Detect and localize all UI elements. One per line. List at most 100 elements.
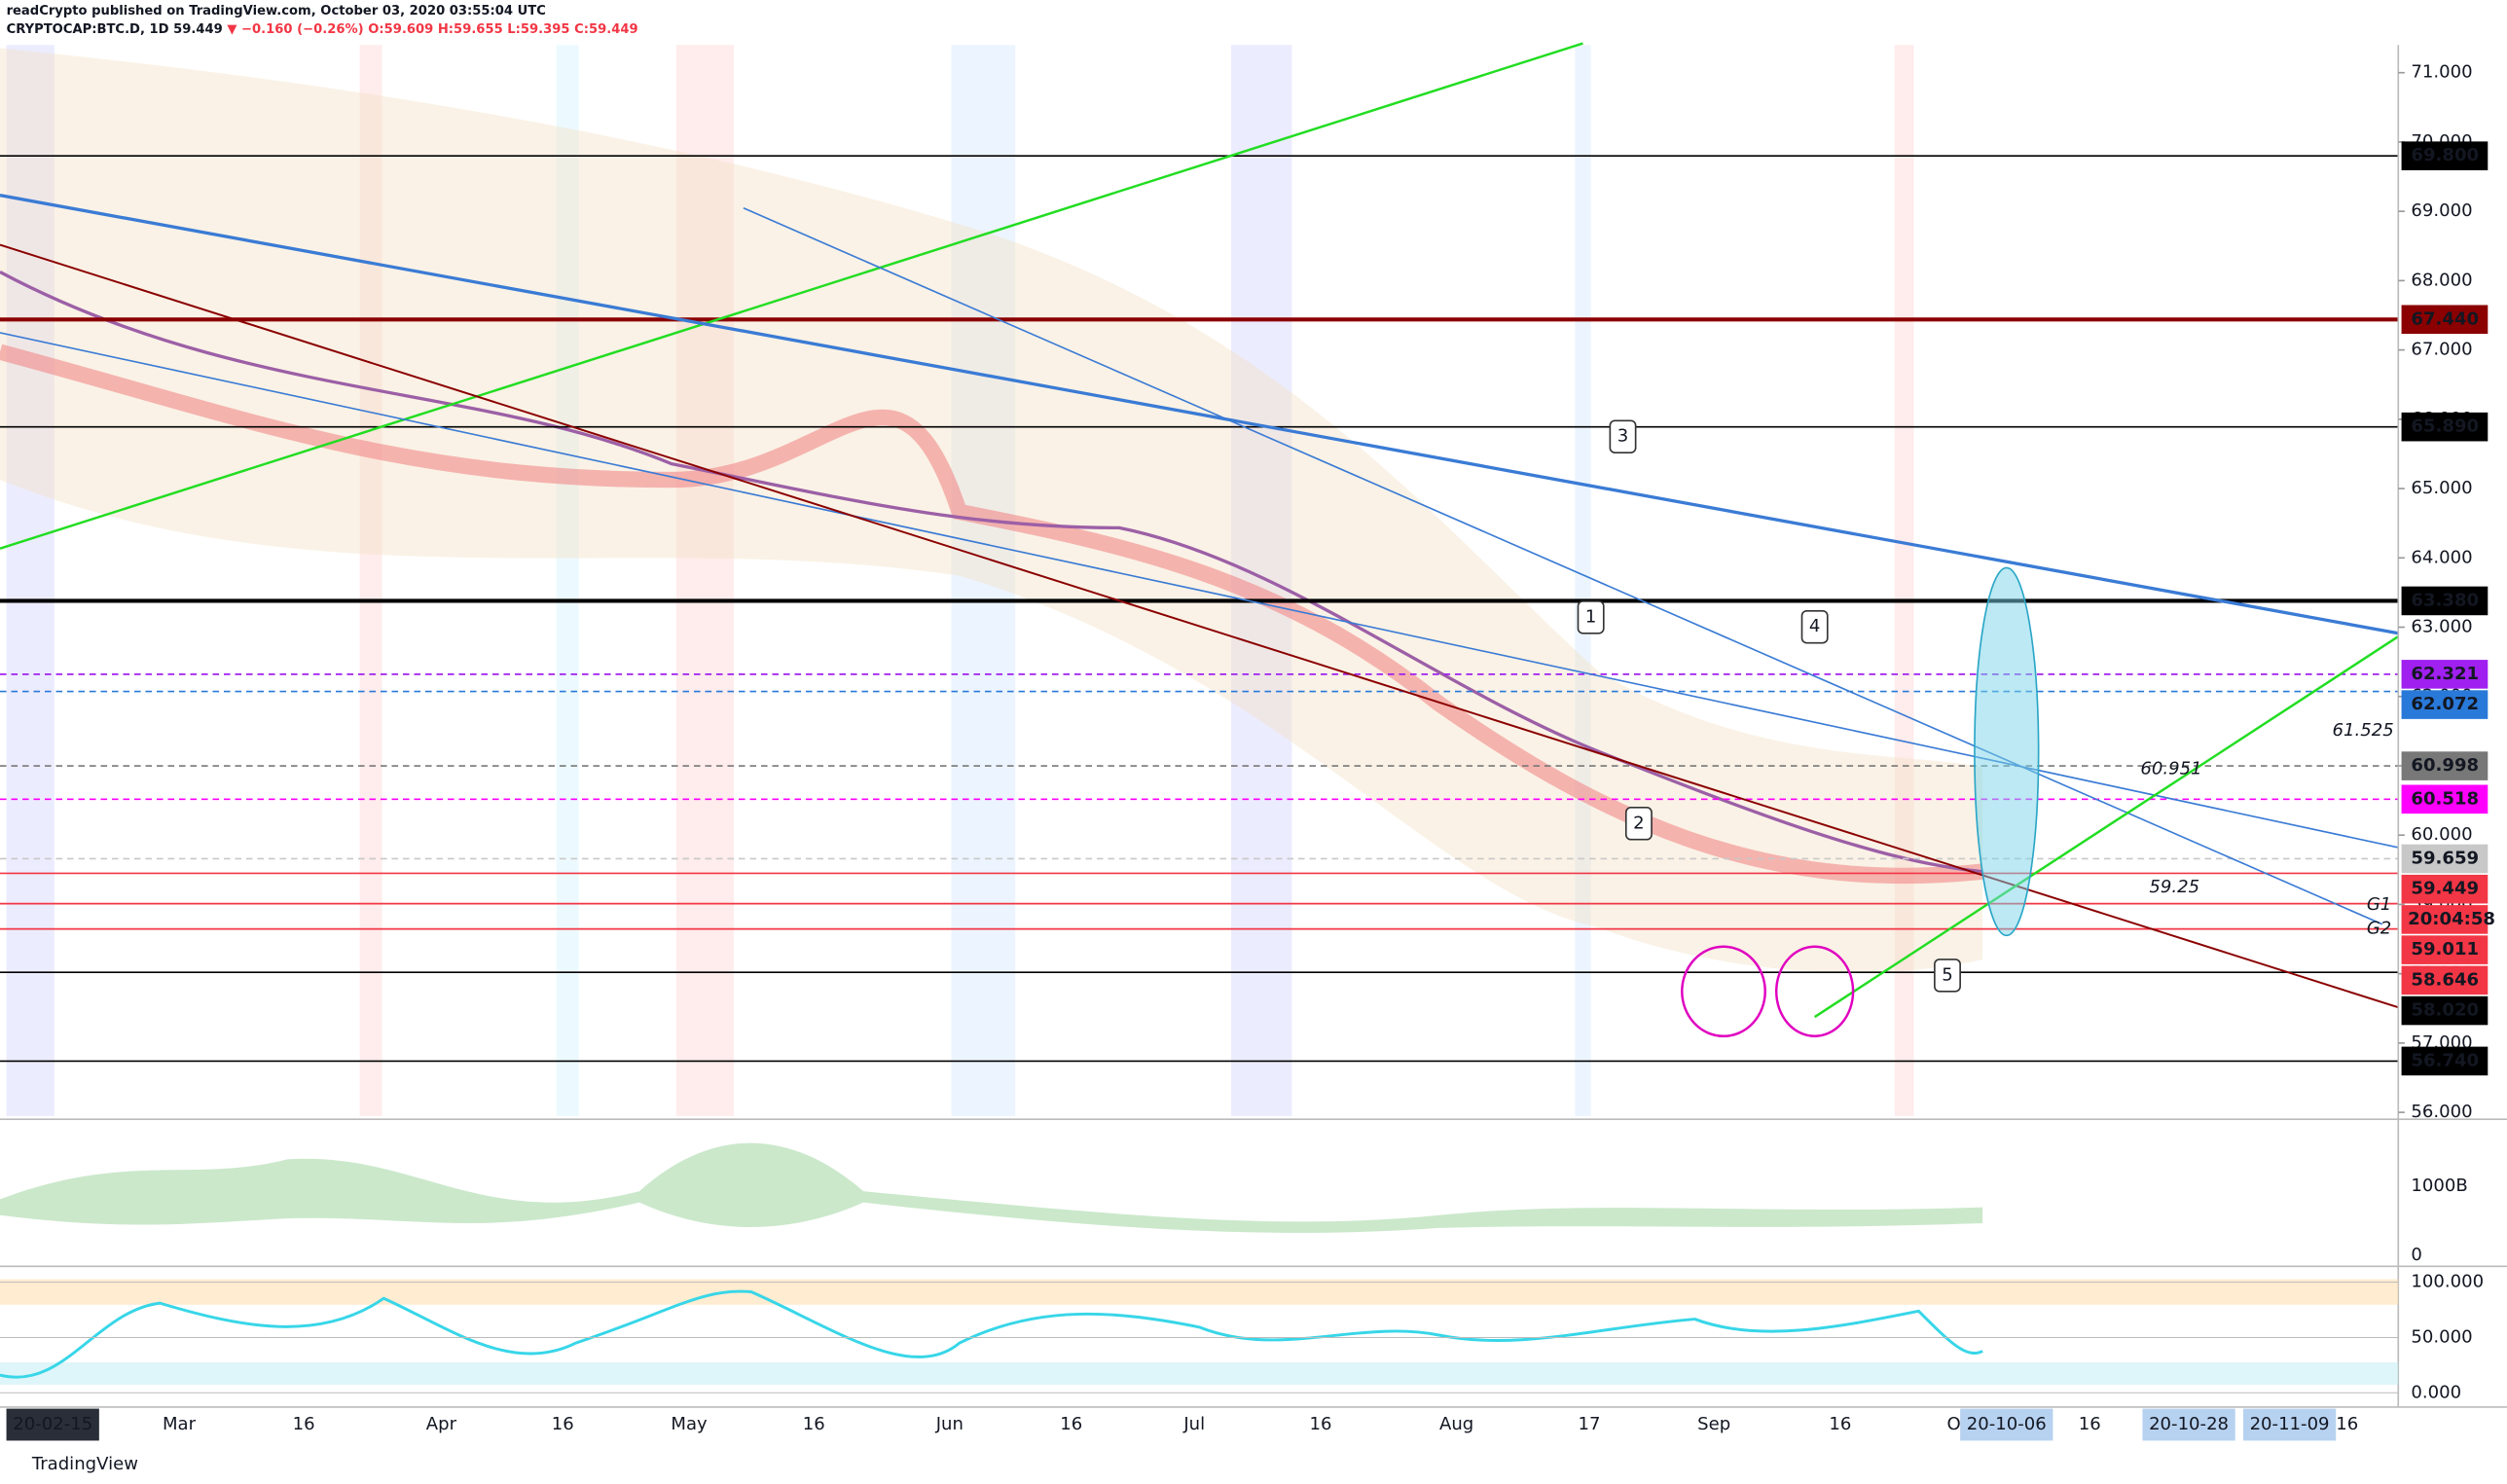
annotation: 5 bbox=[1942, 964, 1953, 985]
header-field: O:59.609 H:59.655 L:59.395 C:59.449 bbox=[368, 21, 637, 36]
y-tick-label: 60.000 bbox=[2411, 824, 2472, 845]
price-label: 60.998 bbox=[2411, 755, 2479, 776]
countdown: 20:04:58 bbox=[2408, 909, 2495, 929]
price-label: 62.072 bbox=[2411, 694, 2479, 714]
x-tick-label: 20-10-06 bbox=[1967, 1414, 2047, 1434]
annotation: 59.25 bbox=[2149, 877, 2199, 897]
callout-box bbox=[1934, 959, 1961, 993]
y-tick-label: 71.000 bbox=[2411, 62, 2472, 83]
price-label-box bbox=[2401, 586, 2489, 616]
price-label-box bbox=[2401, 1046, 2489, 1076]
x-tick-label: May bbox=[671, 1414, 708, 1434]
x-tick-label: 17 bbox=[1579, 1414, 1601, 1434]
x-tick-label: 16 bbox=[1829, 1414, 1851, 1434]
footer: TradingView bbox=[31, 1454, 138, 1474]
annotation: G2 bbox=[2367, 919, 2392, 939]
price-label-box bbox=[2401, 141, 2489, 170]
osc-tick-label: 50.000 bbox=[2411, 1326, 2472, 1347]
x-tick-label: Jun bbox=[935, 1414, 963, 1434]
price-label-box bbox=[2401, 690, 2489, 719]
callout-box bbox=[1800, 609, 1829, 644]
price-label: 63.380 bbox=[2411, 590, 2479, 610]
price-label: 56.740 bbox=[2411, 1050, 2479, 1070]
moving-average bbox=[0, 271, 1983, 874]
callout-box bbox=[1609, 419, 1637, 453]
date-label-box bbox=[1960, 1408, 2053, 1441]
y-tick-label: 67.000 bbox=[2411, 340, 2472, 360]
price-label-box bbox=[2401, 935, 2489, 964]
volume-tick-label: 1000B bbox=[2411, 1176, 2467, 1196]
overbought-zone bbox=[0, 1279, 2399, 1305]
header-field: 59.449 bbox=[173, 21, 223, 36]
annotation: 2 bbox=[1633, 813, 1644, 833]
annotation: G1 bbox=[2367, 894, 2392, 915]
y-tick-label: 65.000 bbox=[2411, 478, 2472, 498]
y-tick-label: 64.000 bbox=[2411, 547, 2472, 567]
x-tick-label: 20-11-09 bbox=[2250, 1414, 2330, 1434]
x-tick-label: 16 bbox=[2079, 1414, 2101, 1434]
session-bands bbox=[6, 45, 1914, 1116]
x-tick-label: Apr bbox=[426, 1414, 457, 1434]
price-label-box bbox=[2401, 660, 2489, 689]
price-label: 59.659 bbox=[2411, 848, 2479, 868]
header-line: CRYPTOCAP:BTC.D, 1D 59.449 ▼ −0.160 (−0.… bbox=[7, 21, 638, 36]
price-label: 65.890 bbox=[2411, 416, 2479, 437]
x-tick-label: Mar bbox=[163, 1414, 197, 1434]
x-tick-label: 16 bbox=[293, 1414, 315, 1434]
annotations: 1 2 3 4 5 59.25 61.525 60.951 G1 G2 bbox=[1577, 419, 2394, 993]
date-label-box bbox=[2142, 1408, 2235, 1441]
annotation: 4 bbox=[1809, 616, 1821, 636]
price-label-box bbox=[2401, 965, 2489, 995]
y-tick-label: 69.000 bbox=[2411, 200, 2472, 221]
price-label: 59.449 bbox=[2411, 879, 2479, 899]
date-label-box bbox=[2242, 1408, 2337, 1441]
countdown-box bbox=[2401, 905, 2489, 934]
x-tick-label: 16 bbox=[552, 1414, 574, 1434]
x-tick-label: 16 bbox=[1060, 1414, 1082, 1434]
trend-lines bbox=[0, 42, 2399, 1038]
annotation: 3 bbox=[1617, 426, 1629, 447]
y-tick-label: 68.000 bbox=[2411, 270, 2472, 290]
y-tick-label: 63.000 bbox=[2411, 617, 2472, 637]
x-tick-label: O bbox=[1946, 1414, 1960, 1434]
price-label: 67.440 bbox=[2411, 308, 2479, 329]
x-tick-label: 16 bbox=[803, 1414, 825, 1434]
axes: readCrypto published on TradingView.com,… bbox=[0, 4, 2495, 1441]
price-label: 58.020 bbox=[2411, 1000, 2479, 1021]
price-label: 69.800 bbox=[2411, 145, 2479, 165]
x-tick-label: Aug bbox=[1439, 1414, 1473, 1434]
oscillator bbox=[0, 1289, 1983, 1379]
price-label: 62.321 bbox=[2411, 664, 2479, 684]
x-tick-label: 20-10-28 bbox=[2149, 1414, 2229, 1434]
x-tick-label: Jul bbox=[1182, 1414, 1205, 1434]
y-tick-label: 56.000 bbox=[2411, 1102, 2472, 1122]
price-label-box bbox=[2401, 874, 2489, 904]
x-tick-label: 16 bbox=[1310, 1414, 1332, 1434]
annotation: 60.951 bbox=[2140, 758, 2201, 778]
volume-cloud bbox=[0, 1142, 1983, 1233]
price-label: 60.518 bbox=[2411, 788, 2479, 809]
price-label: 59.011 bbox=[2411, 939, 2479, 959]
price-label: 58.646 bbox=[2411, 969, 2479, 990]
volume-tick-label: 0 bbox=[2411, 1245, 2422, 1265]
header-field: CRYPTOCAP:BTC.D, 1D bbox=[7, 21, 169, 36]
price-label-box bbox=[2401, 305, 2489, 335]
annotation: 1 bbox=[1585, 606, 1597, 627]
callout-box bbox=[1577, 600, 1605, 634]
callout-box bbox=[1624, 807, 1653, 841]
x-tick-label: Sep bbox=[1697, 1414, 1730, 1434]
x-tick-label: 16 bbox=[2336, 1414, 2358, 1434]
date-label-box bbox=[6, 1408, 99, 1441]
header-line: readCrypto published on TradingView.com,… bbox=[7, 4, 546, 18]
x-tick-label: 20-02-15 bbox=[13, 1414, 92, 1434]
price-label-box bbox=[2401, 751, 2489, 780]
osc-tick-label: 100.000 bbox=[2411, 1272, 2484, 1292]
oversold-zone bbox=[0, 1361, 2399, 1385]
annotation: 61.525 bbox=[2333, 720, 2394, 741]
osc-tick-label: 0.000 bbox=[2411, 1382, 2461, 1402]
price-label-box bbox=[2401, 844, 2489, 874]
price-label-box bbox=[2401, 784, 2489, 814]
header-field: ▼ −0.160 (−0.26%) bbox=[227, 21, 363, 36]
